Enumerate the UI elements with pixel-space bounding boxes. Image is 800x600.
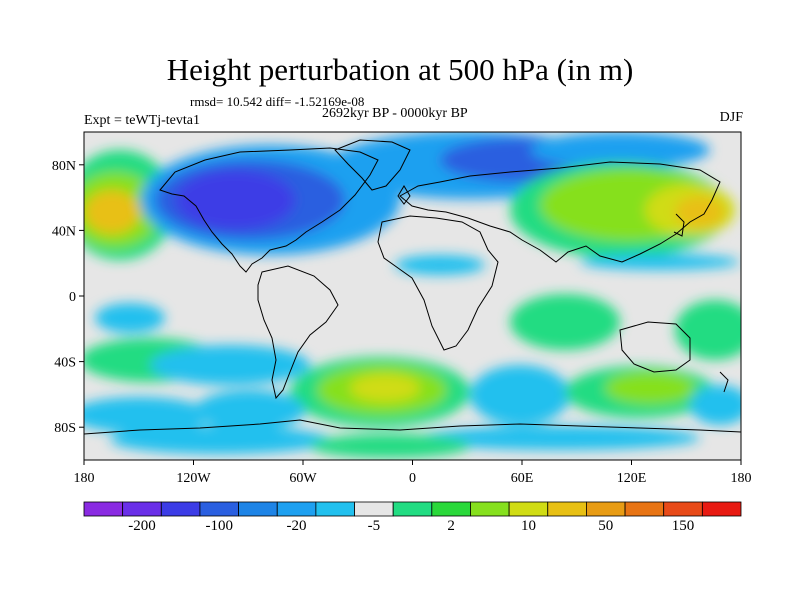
colorbar-label: -100 [205,518,234,534]
lat-tick-label: 0 [69,290,76,305]
colorbar-swatch [276,501,317,517]
colorbar-swatch [160,501,201,517]
coastline-australia [619,321,691,373]
colorbar-label: -200 [128,518,156,534]
colorbar-swatch [392,501,433,517]
experiment-label: Expt = teWTj-tevta1 [84,113,200,128]
colorbar-swatch [83,501,124,517]
colorbar-swatch [354,501,394,517]
contour-field [84,132,741,460]
colorbar-swatch [663,501,703,517]
colorbar-swatch [470,501,510,517]
colorbar-swatch [508,501,549,517]
colorbar-label: 150 [671,518,695,534]
colorbar-swatch [199,501,239,517]
coastline-uk [397,185,411,205]
lon-tick-label: 60W [289,471,317,486]
period-subtitle: 2692kyr BP - 0000kyr BP [322,106,468,121]
stats-subtitle: rmsd= 10.542 diff= -1.52169e-08 [190,94,365,109]
colorbar-swatch [547,501,587,517]
lat-tick-label: 80N [52,159,76,174]
lat-tick-label: 40S [54,356,76,371]
coastline-africa [377,215,499,351]
coastline-south-america [257,265,339,400]
colorbar-swatch [238,501,278,517]
coastline-new-zealand [719,371,729,393]
colorbar-label: -5 [367,518,381,534]
coastline-eurasia [399,161,721,263]
lon-tick-label: 120W [176,471,211,486]
colorbar-label: -20 [286,518,307,534]
lat-tick-label: 40N [52,224,76,239]
colorbar-swatch [315,501,355,517]
lon-tick-label: 0 [409,471,416,486]
lat-tick-label: 80S [54,421,76,436]
coastlines [84,139,741,435]
lon-tick-label: 120E [617,471,647,486]
coastline-antarctica [84,419,741,435]
colorbar-label: 10 [520,518,536,534]
season-label: DJF [719,110,743,125]
chart-title: Height perturbation at 500 hPa (in m) [166,52,634,87]
lon-tick-label: 180 [731,471,752,486]
colorbar-swatch [431,501,471,517]
longitude-ticks: 180 120W 60W 0 60E 120E 180 [74,460,752,486]
coastline-greenland [334,139,411,191]
colorbar-label: 2 [447,518,455,534]
colorbar [83,501,742,517]
colorbar-swatch [701,501,742,517]
colorbar-label: 50 [598,518,614,534]
colorbar-swatch [586,501,626,517]
colorbar-swatch [624,501,665,517]
lon-tick-label: 60E [511,471,534,486]
coastline-north-america [159,147,379,273]
latitude-ticks: 80N 40N 0 40S 80S [52,159,84,436]
colorbar-swatch [122,501,162,517]
coastline-japan [673,213,685,237]
lon-tick-label: 180 [74,471,95,486]
